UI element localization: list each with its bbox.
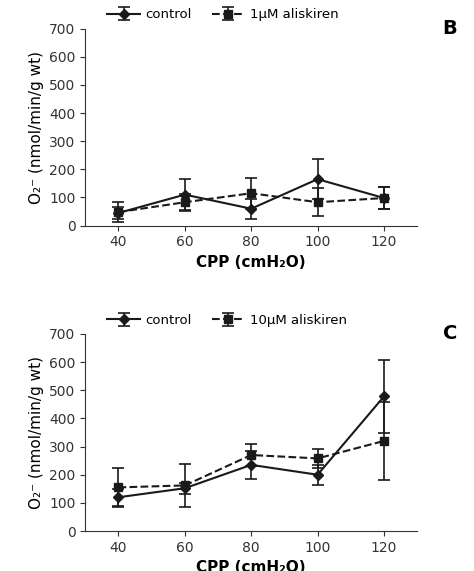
Legend: control, 1μM aliskiren: control, 1μM aliskiren — [102, 3, 344, 27]
Text: B: B — [442, 19, 457, 38]
Y-axis label: O₂⁻ (nmol/min/g wt): O₂⁻ (nmol/min/g wt) — [28, 51, 44, 204]
Legend: control, 10μM aliskiren: control, 10μM aliskiren — [102, 308, 352, 332]
Text: C: C — [443, 324, 457, 343]
X-axis label: CPP (cmH₂O): CPP (cmH₂O) — [196, 560, 306, 571]
Y-axis label: O₂⁻ (nmol/min/g wt): O₂⁻ (nmol/min/g wt) — [28, 356, 44, 509]
X-axis label: CPP (cmH₂O): CPP (cmH₂O) — [196, 255, 306, 270]
